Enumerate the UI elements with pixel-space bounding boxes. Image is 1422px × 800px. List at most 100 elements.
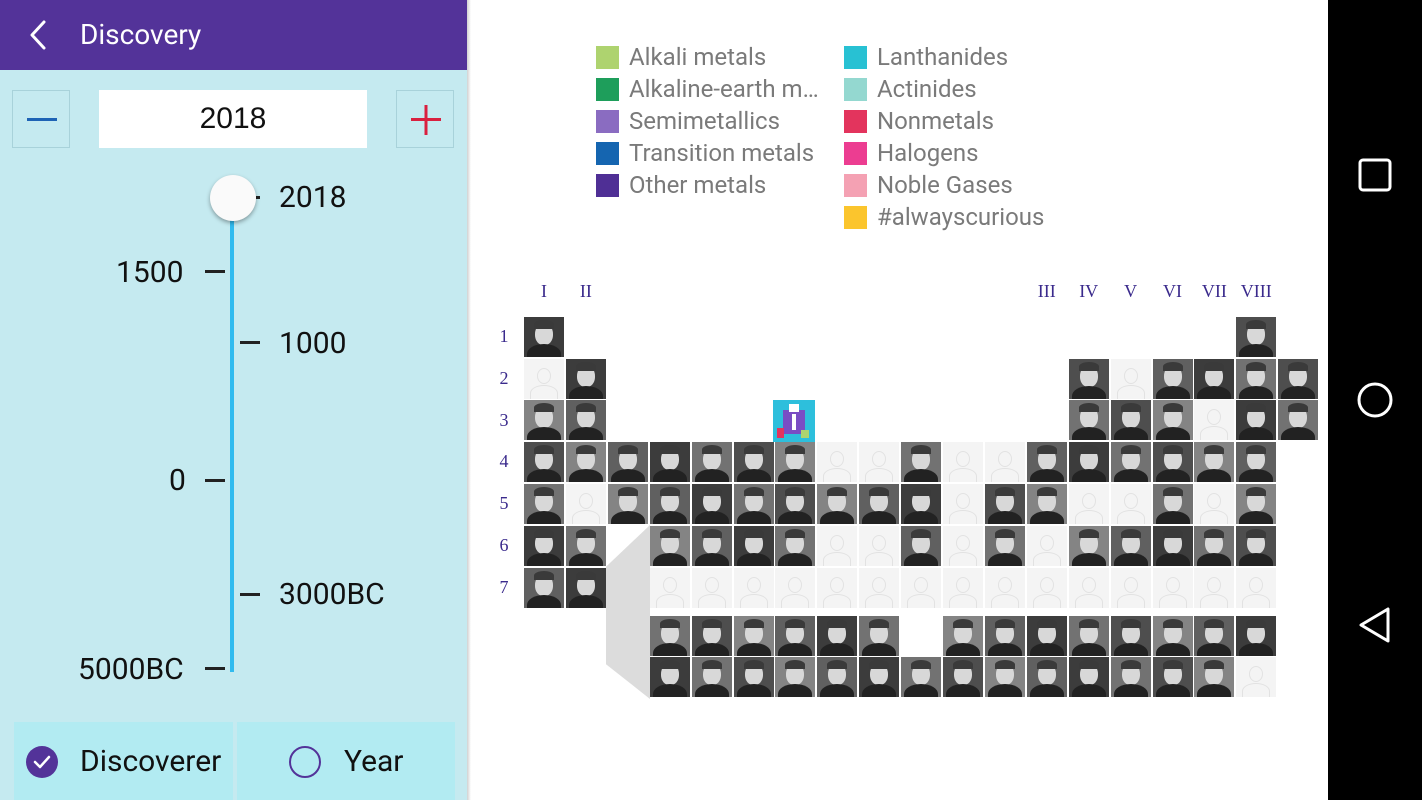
discoverer-portrait[interactable] <box>1153 657 1193 697</box>
discoverer-portrait[interactable] <box>1194 442 1234 482</box>
discoverer-portrait[interactable] <box>1278 359 1318 399</box>
discoverer-portrait[interactable] <box>566 568 606 608</box>
discoverer-portrait[interactable] <box>1194 359 1234 399</box>
discoverer-portrait[interactable] <box>734 657 774 697</box>
discoverer-portrait[interactable] <box>1027 484 1067 524</box>
unknown-discoverer-placeholder[interactable] <box>1111 484 1151 524</box>
discoverer-portrait[interactable] <box>775 616 815 656</box>
discoverer-portrait[interactable] <box>859 616 899 656</box>
discoverer-portrait[interactable] <box>1236 359 1276 399</box>
unknown-discoverer-placeholder[interactable] <box>524 359 564 399</box>
discoverer-portrait[interactable] <box>692 442 732 482</box>
unknown-discoverer-placeholder[interactable] <box>1236 568 1276 608</box>
discoverer-portrait[interactable] <box>1153 400 1193 440</box>
unknown-discoverer-placeholder[interactable] <box>817 442 857 482</box>
discoverer-portrait[interactable] <box>817 657 857 697</box>
discoverer-portrait[interactable] <box>1069 359 1109 399</box>
unknown-discoverer-placeholder[interactable] <box>1069 568 1109 608</box>
unknown-discoverer-placeholder[interactable] <box>1111 568 1151 608</box>
unknown-discoverer-placeholder[interactable] <box>775 568 815 608</box>
unknown-discoverer-placeholder[interactable] <box>985 442 1025 482</box>
timeline-slider-thumb[interactable] <box>210 175 256 221</box>
discoverer-portrait[interactable] <box>524 317 564 357</box>
discoverer-portrait[interactable] <box>1194 616 1234 656</box>
discoverer-portrait[interactable] <box>1236 616 1276 656</box>
discoverer-portrait[interactable] <box>1153 526 1193 566</box>
unknown-discoverer-placeholder[interactable] <box>1069 484 1109 524</box>
unknown-discoverer-placeholder[interactable] <box>901 568 941 608</box>
discoverer-portrait[interactable] <box>985 616 1025 656</box>
unknown-discoverer-placeholder[interactable] <box>943 568 983 608</box>
discoverer-portrait[interactable] <box>775 657 815 697</box>
discoverer-portrait[interactable] <box>817 616 857 656</box>
discoverer-portrait[interactable] <box>1153 359 1193 399</box>
discoverer-portrait[interactable] <box>1111 657 1151 697</box>
empty-element-cell[interactable] <box>901 616 941 656</box>
discoverer-portrait[interactable] <box>650 484 690 524</box>
unknown-discoverer-placeholder[interactable] <box>1111 359 1151 399</box>
discoverer-portrait[interactable] <box>566 442 606 482</box>
unknown-discoverer-placeholder[interactable] <box>1194 568 1234 608</box>
unknown-discoverer-placeholder[interactable] <box>1194 484 1234 524</box>
discoverer-portrait[interactable] <box>901 657 941 697</box>
unknown-discoverer-placeholder[interactable] <box>859 526 899 566</box>
discoverer-portrait[interactable] <box>1027 442 1067 482</box>
discoverer-portrait[interactable] <box>1111 400 1151 440</box>
discoverer-portrait[interactable] <box>692 657 732 697</box>
discoverer-portrait[interactable] <box>985 657 1025 697</box>
discoverer-portrait[interactable] <box>985 484 1025 524</box>
discoverer-portrait[interactable] <box>734 442 774 482</box>
unknown-discoverer-placeholder[interactable] <box>817 568 857 608</box>
unknown-discoverer-placeholder[interactable] <box>1236 657 1276 697</box>
discoverer-portrait[interactable] <box>566 359 606 399</box>
discoverer-portrait[interactable] <box>1153 484 1193 524</box>
discoverer-portrait[interactable] <box>1153 616 1193 656</box>
discoverer-portrait[interactable] <box>1194 526 1234 566</box>
discoverer-portrait[interactable] <box>1153 442 1193 482</box>
unknown-discoverer-placeholder[interactable] <box>943 526 983 566</box>
discoverer-portrait[interactable] <box>650 616 690 656</box>
discoverer-portrait[interactable] <box>1069 616 1109 656</box>
discoverer-portrait[interactable] <box>650 442 690 482</box>
discoverer-portrait[interactable] <box>1069 400 1109 440</box>
back-icon[interactable] <box>1356 606 1394 644</box>
unknown-discoverer-placeholder[interactable] <box>943 442 983 482</box>
discoverer-portrait[interactable] <box>1069 526 1109 566</box>
discoverer-portrait[interactable] <box>1027 657 1067 697</box>
unknown-discoverer-placeholder[interactable] <box>566 484 606 524</box>
discoverer-portrait[interactable] <box>692 526 732 566</box>
discoverer-portrait[interactable] <box>734 616 774 656</box>
discoverer-portrait[interactable] <box>1236 526 1276 566</box>
discoverer-portrait[interactable] <box>1236 400 1276 440</box>
unknown-discoverer-placeholder[interactable] <box>1027 526 1067 566</box>
discoverer-portrait[interactable] <box>1111 526 1151 566</box>
unknown-discoverer-placeholder[interactable] <box>1027 568 1067 608</box>
unknown-discoverer-placeholder[interactable] <box>1153 568 1193 608</box>
discoverer-portrait[interactable] <box>608 484 648 524</box>
year-option[interactable]: Year <box>237 722 455 800</box>
discoverer-portrait[interactable] <box>1236 317 1276 357</box>
discoverer-portrait[interactable] <box>1069 442 1109 482</box>
unknown-discoverer-placeholder[interactable] <box>692 568 732 608</box>
discoverer-portrait[interactable] <box>1027 616 1067 656</box>
discoverer-portrait[interactable] <box>566 400 606 440</box>
discoverer-portrait[interactable] <box>943 616 983 656</box>
discoverer-portrait[interactable] <box>692 484 732 524</box>
discoverer-portrait[interactable] <box>817 484 857 524</box>
discoverer-option[interactable]: Discoverer <box>14 722 233 800</box>
recents-icon[interactable] <box>1356 156 1394 194</box>
discoverer-portrait[interactable] <box>734 526 774 566</box>
discoverer-portrait[interactable] <box>1194 657 1234 697</box>
discoverer-portrait[interactable] <box>1236 442 1276 482</box>
alwayscurious-icon[interactable] <box>773 400 815 442</box>
discoverer-portrait[interactable] <box>650 526 690 566</box>
discoverer-portrait[interactable] <box>1111 442 1151 482</box>
discoverer-portrait[interactable] <box>692 616 732 656</box>
back-arrow-icon[interactable] <box>22 18 54 52</box>
discoverer-portrait[interactable] <box>859 484 899 524</box>
timeline-track[interactable] <box>230 198 234 672</box>
discoverer-portrait[interactable] <box>1278 400 1318 440</box>
discoverer-portrait[interactable] <box>859 657 899 697</box>
discoverer-portrait[interactable] <box>1069 657 1109 697</box>
discoverer-portrait[interactable] <box>524 484 564 524</box>
